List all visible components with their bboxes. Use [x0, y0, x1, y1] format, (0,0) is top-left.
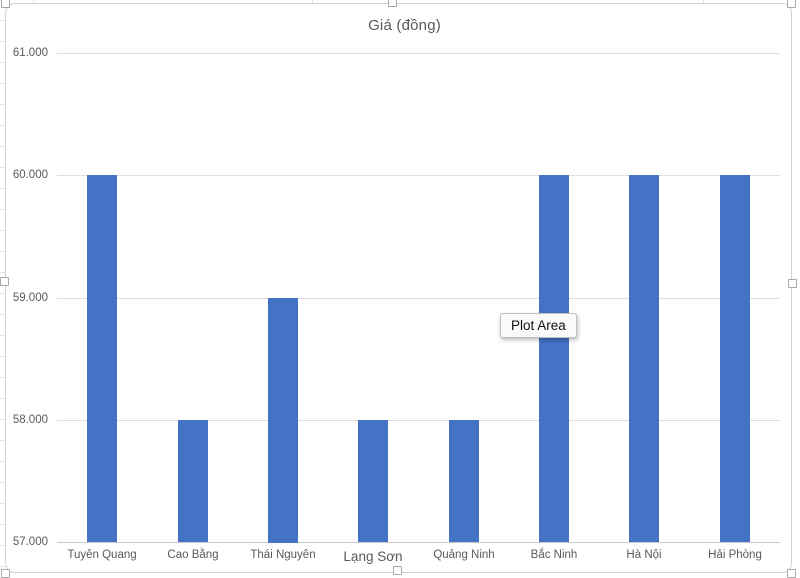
- bar-Tuyên Quang[interactable]: [87, 175, 117, 542]
- x-axis-tick-label[interactable]: Cao Bằng: [167, 549, 219, 561]
- y-axis-tick-label[interactable]: 59.000: [12, 292, 48, 304]
- x-axis-tick-label[interactable]: Tuyên Quang: [67, 549, 137, 561]
- selection-handle-bottom-center[interactable]: [393, 566, 402, 575]
- bar-Hà Nội[interactable]: [629, 175, 659, 542]
- selection-handle-bottom-left[interactable]: [1, 569, 10, 578]
- selection-handle-mid-left[interactable]: [0, 277, 9, 286]
- bar-Lạng Sơn[interactable]: [358, 420, 388, 542]
- y-axis-tick-label[interactable]: 61.000: [12, 47, 48, 59]
- spreadsheet-column-tick: [312, 0, 313, 3]
- selection-handle-mid-right[interactable]: [788, 279, 797, 288]
- spreadsheet-column-tick: [33, 0, 34, 3]
- x-axis-tick-label[interactable]: Quảng Ninh: [433, 549, 495, 561]
- bar-Thái Nguyên[interactable]: [268, 298, 298, 543]
- gridline: [57, 420, 780, 421]
- x-axis-tick-label[interactable]: Bắc Ninh: [530, 549, 578, 561]
- spreadsheet-row-gridlines: [0, 0, 5, 578]
- chart-title[interactable]: Giá (đồng): [368, 17, 441, 34]
- x-axis-tick-label[interactable]: Thái Nguyên: [250, 549, 316, 561]
- selection-handle-top-left[interactable]: [1, 0, 10, 8]
- plot-area-tooltip: Plot Area: [500, 313, 577, 338]
- spreadsheet-column-tick: [703, 0, 704, 3]
- y-axis-tick-label[interactable]: 60.000: [12, 169, 48, 181]
- x-axis-tick-label[interactable]: Lạng Sơn: [343, 549, 403, 564]
- plot-area-tooltip-label: Plot Area: [511, 318, 566, 333]
- bar-Quảng Ninh[interactable]: [449, 420, 479, 542]
- bar-Hải Phòng[interactable]: [720, 175, 750, 542]
- gridline: [57, 298, 780, 299]
- x-axis-tick-label[interactable]: Hà Nội: [626, 549, 662, 561]
- selection-handle-top-center[interactable]: [388, 0, 397, 7]
- bar-Bắc Ninh[interactable]: [539, 175, 569, 542]
- y-axis-tick-label[interactable]: 57.000: [12, 536, 48, 548]
- selection-handle-top-right[interactable]: [787, 0, 796, 8]
- chart-frame[interactable]: Giá (đồng): [5, 3, 792, 573]
- y-axis-tick-label[interactable]: 58.000: [12, 414, 48, 426]
- gridline: [57, 53, 780, 54]
- x-axis-tick-label[interactable]: Hải Phòng: [708, 549, 762, 561]
- gridline: [57, 175, 780, 176]
- bar-Cao Bằng[interactable]: [178, 420, 208, 542]
- x-axis-line: [57, 542, 780, 543]
- selection-handle-bottom-right[interactable]: [787, 569, 796, 578]
